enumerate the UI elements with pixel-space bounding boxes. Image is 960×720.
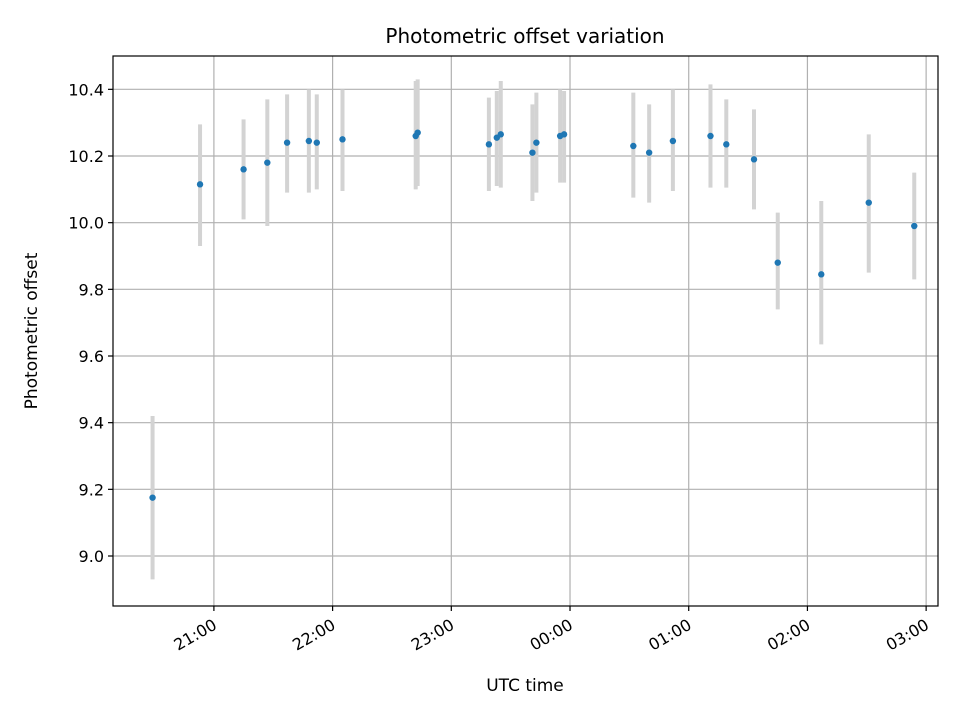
data-point bbox=[750, 156, 758, 163]
data-point bbox=[485, 141, 493, 148]
data-point bbox=[414, 129, 421, 136]
data-point bbox=[264, 159, 271, 166]
data-point bbox=[497, 131, 504, 138]
data-point bbox=[707, 132, 714, 140]
y-tick-label: 10.2 bbox=[68, 147, 104, 166]
data-point bbox=[529, 149, 536, 156]
data-point bbox=[818, 271, 825, 278]
data-point bbox=[283, 139, 291, 146]
data-point bbox=[560, 131, 568, 138]
grid-lines bbox=[113, 56, 938, 606]
y-axis-label: Photometric offset bbox=[22, 252, 42, 409]
data-point bbox=[911, 222, 918, 230]
y-tick-label: 9.0 bbox=[79, 547, 104, 566]
x-axis-label: UTC time bbox=[486, 676, 564, 696]
y-tick-label: 9.8 bbox=[79, 280, 104, 299]
data-point bbox=[723, 141, 730, 148]
data-point bbox=[630, 142, 637, 150]
data-point bbox=[645, 149, 653, 156]
data-point bbox=[669, 137, 677, 145]
data-point bbox=[305, 137, 313, 145]
data-point bbox=[865, 199, 872, 206]
chart-title: Photometric offset variation bbox=[385, 24, 664, 48]
y-tick-label: 9.2 bbox=[79, 480, 104, 499]
data-points bbox=[149, 129, 918, 501]
y-tick-label: 9.6 bbox=[79, 347, 104, 366]
data-point bbox=[149, 494, 156, 501]
y-tick-label: 9.4 bbox=[79, 414, 104, 433]
data-point bbox=[774, 259, 781, 266]
data-point bbox=[196, 181, 204, 188]
data-point bbox=[313, 139, 320, 146]
y-tick-label: 10.0 bbox=[68, 214, 104, 233]
y-tick-label: 10.4 bbox=[68, 80, 104, 99]
data-point bbox=[240, 166, 247, 173]
data-point bbox=[339, 136, 346, 143]
plot-frame bbox=[112, 55, 939, 607]
data-point bbox=[533, 139, 540, 146]
